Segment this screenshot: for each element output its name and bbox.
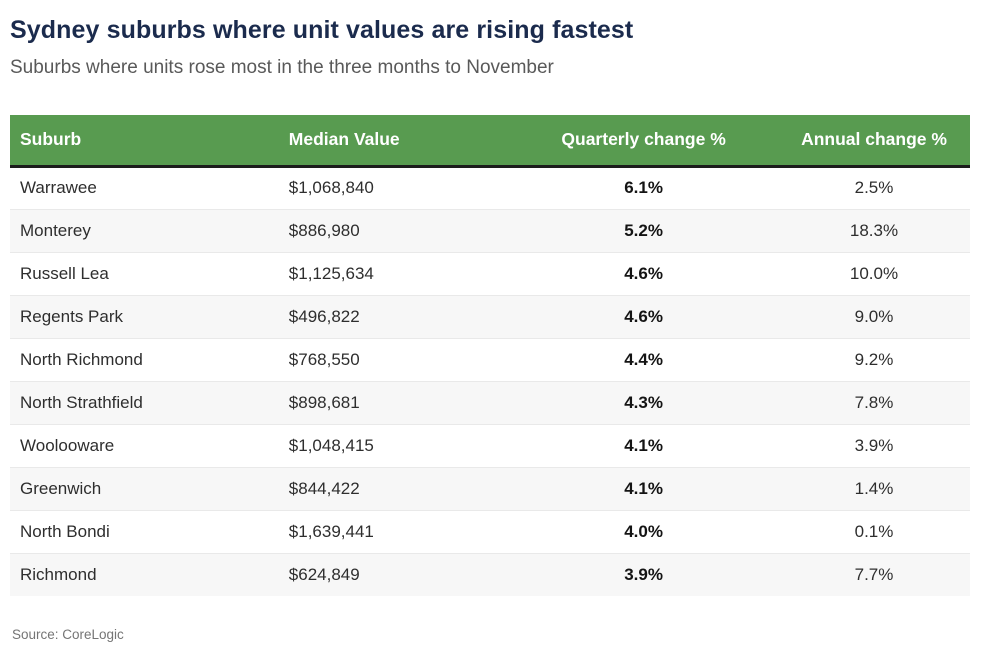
cell-quarterly-change: 6.1% (624, 178, 663, 197)
cell-suburb: Warrawee (20, 178, 97, 197)
cell-quarterly-change: 4.6% (624, 263, 663, 283)
table-body: Warrawee $1,068,840 6.1% 2.5% Monterey $… (10, 166, 970, 596)
table-row: Regents Park $496,822 4.6% 9.0% (10, 295, 970, 338)
cell-median-value: $624,849 (288, 564, 360, 584)
cell-suburb: Regents Park (20, 306, 123, 326)
cell-quarterly-change: 4.1% (624, 435, 663, 455)
cell-median-value: $1,048,415 (288, 435, 374, 455)
cell-quarterly-change: 4.6% (624, 306, 663, 326)
cell-suburb: Monterey (20, 220, 91, 240)
cell-suburb: Greenwich (20, 478, 102, 498)
table-row: Richmond $624,849 3.9% 7.7% (10, 553, 970, 596)
cell-annual-change: 10.0% (849, 263, 899, 283)
cell-annual-change: 1.4% (854, 478, 894, 498)
cell-median-value: $844,422 (288, 478, 360, 498)
cell-annual-change: 2.5% (854, 178, 894, 197)
cell-median-value: $1,125,634 (288, 263, 374, 283)
table-row: Greenwich $844,422 4.1% 1.4% (10, 467, 970, 510)
cell-annual-change: 9.2% (854, 349, 894, 369)
table-row: North Richmond $768,550 4.4% 9.2% (10, 338, 970, 381)
cell-median-value: $1,639,441 (288, 521, 374, 541)
cell-quarterly-change: 4.4% (624, 349, 663, 369)
table-header-row: Suburb Median Value Quarterly change % A… (10, 115, 970, 168)
cell-median-value: $898,681 (288, 392, 360, 412)
cell-suburb: North Bondi (20, 521, 110, 541)
cell-quarterly-change: 4.3% (624, 392, 663, 412)
cell-median-value: $496,822 (288, 306, 360, 326)
cell-annual-change: 7.8% (854, 392, 894, 412)
suburbs-table: Suburb Median Value Quarterly change % A… (10, 115, 970, 596)
cell-annual-change: 3.9% (854, 435, 894, 455)
table-row: Woolooware $1,048,415 4.1% 3.9% (10, 424, 970, 467)
cell-suburb: Russell Lea (20, 263, 109, 283)
page-subtitle: Suburbs where units rose most in the thr… (10, 57, 554, 78)
cell-median-value: $1,068,840 (288, 178, 374, 197)
cell-suburb: Woolooware (20, 435, 115, 455)
column-header-suburb: Suburb (10, 115, 279, 168)
cell-annual-change: 0.1% (854, 521, 894, 541)
source-note: Source: CoreLogic (12, 627, 124, 642)
cell-annual-change: 9.0% (854, 306, 894, 326)
page-title: Sydney suburbs where unit values are ris… (10, 16, 634, 44)
table-row: Russell Lea $1,125,634 4.6% 10.0% (10, 252, 970, 295)
table-row: Monterey $886,980 5.2% 18.3% (10, 209, 970, 252)
cell-suburb: North Strathfield (20, 392, 143, 412)
cell-quarterly-change: 5.2% (624, 220, 663, 240)
table-row: Warrawee $1,068,840 6.1% 2.5% (10, 166, 970, 209)
table-row: North Bondi $1,639,441 4.0% 0.1% (10, 510, 970, 553)
cell-median-value: $768,550 (288, 349, 360, 369)
cell-annual-change: 7.7% (854, 564, 894, 584)
cell-quarterly-change: 4.1% (624, 478, 663, 498)
cell-suburb: Richmond (20, 564, 97, 584)
cell-suburb: North Richmond (20, 349, 143, 369)
cell-quarterly-change: 3.9% (624, 564, 663, 584)
cell-annual-change: 18.3% (849, 220, 899, 240)
column-header-median-value: Median Value (278, 115, 510, 168)
cell-median-value: $886,980 (288, 220, 360, 240)
table-row: North Strathfield $898,681 4.3% 7.8% (10, 381, 970, 424)
column-header-quarterly-change: Quarterly change % (509, 115, 778, 168)
cell-quarterly-change: 4.0% (624, 521, 663, 541)
column-header-annual-change: Annual change % (777, 115, 970, 168)
